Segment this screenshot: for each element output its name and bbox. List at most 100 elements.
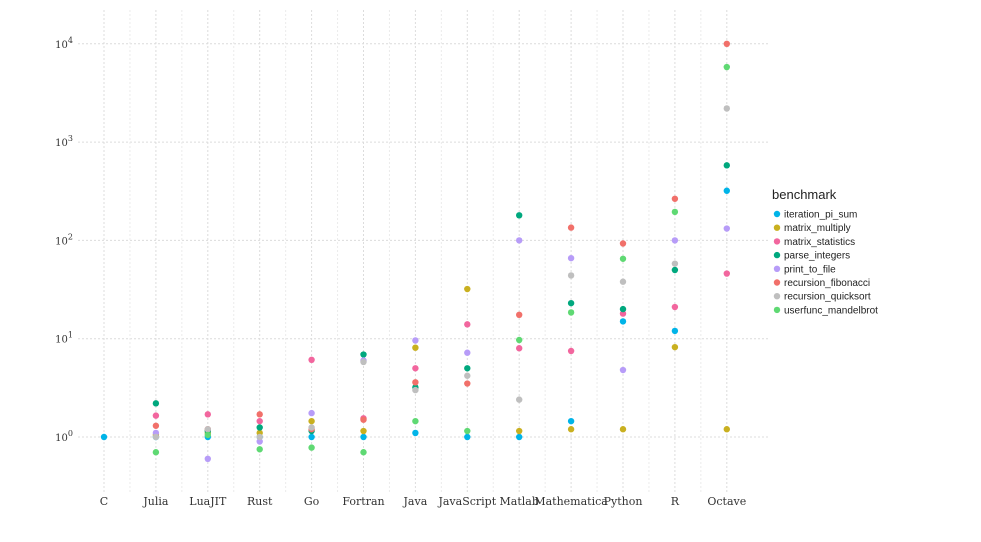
data-point-matrix-statistics — [723, 270, 730, 277]
y-tick-label: 104 — [55, 36, 73, 51]
data-point-recursion-fibonacci — [256, 411, 263, 418]
data-point-recursion-quicksort — [152, 433, 160, 441]
x-tick-label: Java — [403, 495, 428, 508]
legend-marker — [773, 265, 781, 272]
legend-label: matrix_multiply — [784, 223, 851, 234]
data-point-matrix-multiply — [723, 426, 730, 433]
x-tick-label: Matlab — [500, 495, 539, 508]
data-point-recursion-quicksort — [567, 272, 575, 279]
data-point-print-to-file — [412, 337, 419, 344]
data-point-print-to-file — [567, 254, 575, 262]
data-point-parse-integers — [516, 212, 523, 219]
data-point-recursion-quicksort — [412, 386, 419, 394]
data-point-print-to-file — [671, 237, 679, 244]
data-point-matrix-multiply — [567, 426, 575, 433]
data-point-userfunc-mandelbrot — [723, 63, 730, 71]
data-point-iteration-pi-sum — [723, 187, 730, 194]
data-point-recursion-fibonacci — [723, 40, 730, 47]
data-point-recursion-quicksort — [516, 396, 523, 403]
data-point-recursion-quicksort — [256, 433, 263, 441]
data-point-print-to-file — [204, 455, 211, 463]
data-point-matrix-multiply — [360, 427, 367, 435]
legend-label: userfunc_mandelbrot — [784, 305, 878, 316]
data-point-matrix-multiply — [516, 427, 523, 435]
data-point-userfunc-mandelbrot — [619, 255, 627, 262]
data-point-print-to-file — [516, 237, 523, 244]
data-point-userfunc-mandelbrot — [308, 444, 315, 451]
data-point-recursion-fibonacci — [567, 224, 575, 231]
data-point-parse-integers — [567, 299, 575, 307]
data-point-iteration-pi-sum — [100, 433, 108, 441]
data-point-matrix-multiply — [619, 426, 627, 433]
data-points — [100, 40, 730, 463]
x-tick-label: Go — [304, 495, 320, 508]
data-point-parse-integers — [723, 162, 730, 169]
data-point-iteration-pi-sum — [516, 433, 523, 441]
x-tick-label: Rust — [247, 495, 273, 508]
data-point-recursion-quicksort — [619, 278, 627, 285]
data-point-print-to-file — [723, 225, 730, 232]
data-point-print-to-file — [464, 349, 471, 356]
legend-label: parse_integers — [784, 251, 850, 262]
data-point-matrix-multiply — [412, 344, 419, 351]
data-point-recursion-quicksort — [204, 426, 211, 433]
x-tick-label: C — [100, 495, 108, 508]
data-point-iteration-pi-sum — [464, 433, 471, 441]
legend-marker — [773, 251, 781, 259]
legend-marker — [773, 238, 781, 245]
x-tick-label: Fortran — [342, 495, 384, 508]
legend-label: matrix_statistics — [784, 237, 855, 248]
legend-label: print_to_file — [784, 264, 836, 275]
data-point-matrix-statistics — [308, 356, 315, 364]
x-tick-label: R — [671, 495, 680, 508]
data-point-iteration-pi-sum — [671, 327, 679, 335]
data-point-userfunc-mandelbrot — [516, 336, 523, 344]
data-point-iteration-pi-sum — [412, 429, 419, 437]
data-point-recursion-quicksort — [671, 260, 679, 267]
data-point-recursion-fibonacci — [516, 311, 523, 319]
y-tick-label: 100 — [55, 429, 73, 444]
data-point-userfunc-mandelbrot — [360, 449, 367, 456]
data-point-parse-integers — [256, 424, 263, 431]
data-point-matrix-statistics — [152, 412, 160, 419]
data-point-parse-integers — [619, 305, 627, 313]
x-tick-label: Python — [604, 495, 643, 508]
data-point-recursion-fibonacci — [464, 380, 471, 387]
legend: benchmark iteration_pi_sum matrix_multipl… — [772, 187, 878, 316]
gridlines — [78, 10, 768, 492]
data-point-iteration-pi-sum — [308, 433, 315, 441]
data-point-userfunc-mandelbrot — [412, 417, 419, 425]
data-point-parse-integers — [152, 400, 160, 407]
data-point-matrix-statistics — [256, 417, 263, 425]
legend-label: recursion_quicksort — [784, 292, 871, 303]
data-point-userfunc-mandelbrot — [464, 427, 471, 435]
x-tick-label: JavaScript — [437, 495, 496, 508]
data-point-matrix-statistics — [464, 321, 471, 328]
y-axis-ticks: 100 101 102 103 104 — [55, 36, 73, 444]
data-point-matrix-statistics — [412, 365, 419, 372]
data-point-print-to-file — [619, 366, 627, 374]
data-point-recursion-fibonacci — [360, 416, 367, 423]
data-point-recursion-fibonacci — [412, 379, 419, 386]
legend-marker — [773, 293, 781, 300]
x-tick-label: Julia — [142, 495, 169, 508]
data-point-matrix-statistics — [516, 345, 523, 352]
x-tick-label: Octave — [707, 495, 746, 508]
data-point-matrix-multiply — [308, 417, 315, 425]
data-point-parse-integers — [464, 365, 471, 372]
x-axis-ticks: C Julia LuaJIT Rust Go Fortran Java JavaScript M… — [100, 495, 746, 508]
legend-marker — [773, 224, 781, 231]
data-point-userfunc-mandelbrot — [567, 309, 575, 316]
legend-marker — [773, 306, 781, 314]
data-point-matrix-statistics — [619, 310, 627, 317]
y-tick-label: 103 — [55, 134, 73, 149]
legend-label: iteration_pi_sum — [784, 210, 857, 221]
legend-marker — [773, 279, 781, 286]
data-point-recursion-quicksort — [308, 424, 315, 431]
data-point-recursion-fibonacci — [152, 422, 160, 429]
data-point-recursion-quicksort — [464, 372, 471, 379]
x-tick-label: LuaJIT — [189, 495, 227, 508]
data-point-iteration-pi-sum — [360, 433, 367, 441]
data-point-recursion-quicksort — [360, 358, 367, 366]
